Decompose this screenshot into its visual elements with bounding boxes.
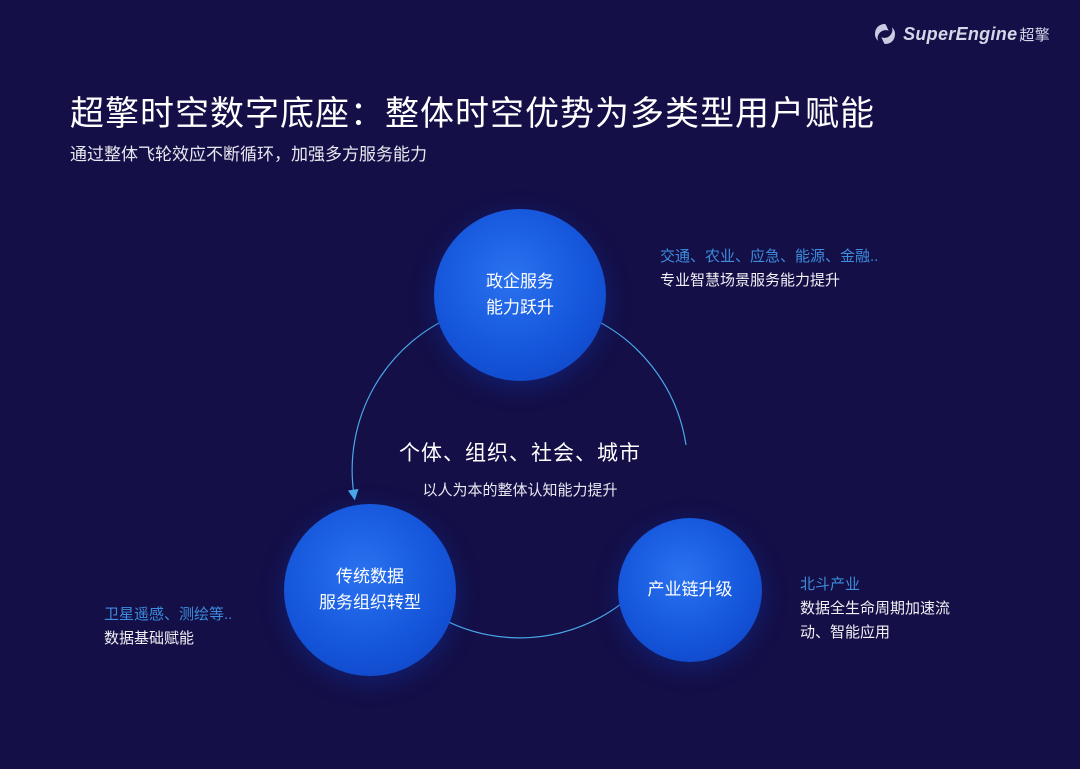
brand-logo: SuperEngine超擎 — [873, 22, 1050, 46]
annotation-left: 卫星遥感、测绘等.. 数据基础赋能 — [104, 603, 232, 651]
logo-icon — [873, 22, 897, 46]
node-label-line2: 服务组织转型 — [319, 590, 421, 616]
logo-text-en: SuperEngine超擎 — [903, 24, 1050, 45]
node-industry-chain: 产业链升级 — [618, 518, 762, 662]
page-subtitle: 通过整体飞轮效应不断循环，加强多方服务能力 — [70, 140, 427, 165]
cycle-diagram: 个体、组织、社会、城市 以人为本的整体认知能力提升 政企服务 能力跃升 传统数据… — [0, 195, 1080, 755]
annotation-body: 数据基础赋能 — [104, 627, 232, 651]
node-label-line1: 传统数据 — [336, 564, 404, 590]
cycle-center: 个体、组织、社会、城市 以人为本的整体认知能力提升 — [399, 437, 641, 500]
annotation-highlight: 卫星遥感、测绘等.. — [104, 603, 232, 627]
logo-text-cn: 超擎 — [1019, 27, 1050, 44]
page-title: 超擎时空数字底座：整体时空优势为多类型用户赋能 — [70, 86, 875, 135]
annotation-body: 专业智慧场景服务能力提升 — [660, 269, 878, 293]
annotation-body: 数据全生命周期加速流动、智能应用 — [800, 597, 970, 645]
annotation-top-right: 交通、农业、应急、能源、金融.. 专业智慧场景服务能力提升 — [660, 245, 878, 293]
annotation-highlight: 北斗产业 — [800, 573, 970, 597]
center-sub-text: 以人为本的整体认知能力提升 — [399, 479, 641, 500]
node-traditional-data: 传统数据 服务组织转型 — [284, 504, 456, 676]
node-gov-enterprise: 政企服务 能力跃升 — [434, 209, 606, 381]
center-main-text: 个体、组织、社会、城市 — [399, 437, 641, 467]
node-label-line1: 政企服务 — [486, 269, 554, 295]
node-label-line2: 能力跃升 — [486, 295, 554, 321]
node-label-line1: 产业链升级 — [648, 577, 733, 603]
annotation-right: 北斗产业 数据全生命周期加速流动、智能应用 — [800, 573, 970, 645]
annotation-highlight: 交通、农业、应急、能源、金融.. — [660, 245, 878, 269]
